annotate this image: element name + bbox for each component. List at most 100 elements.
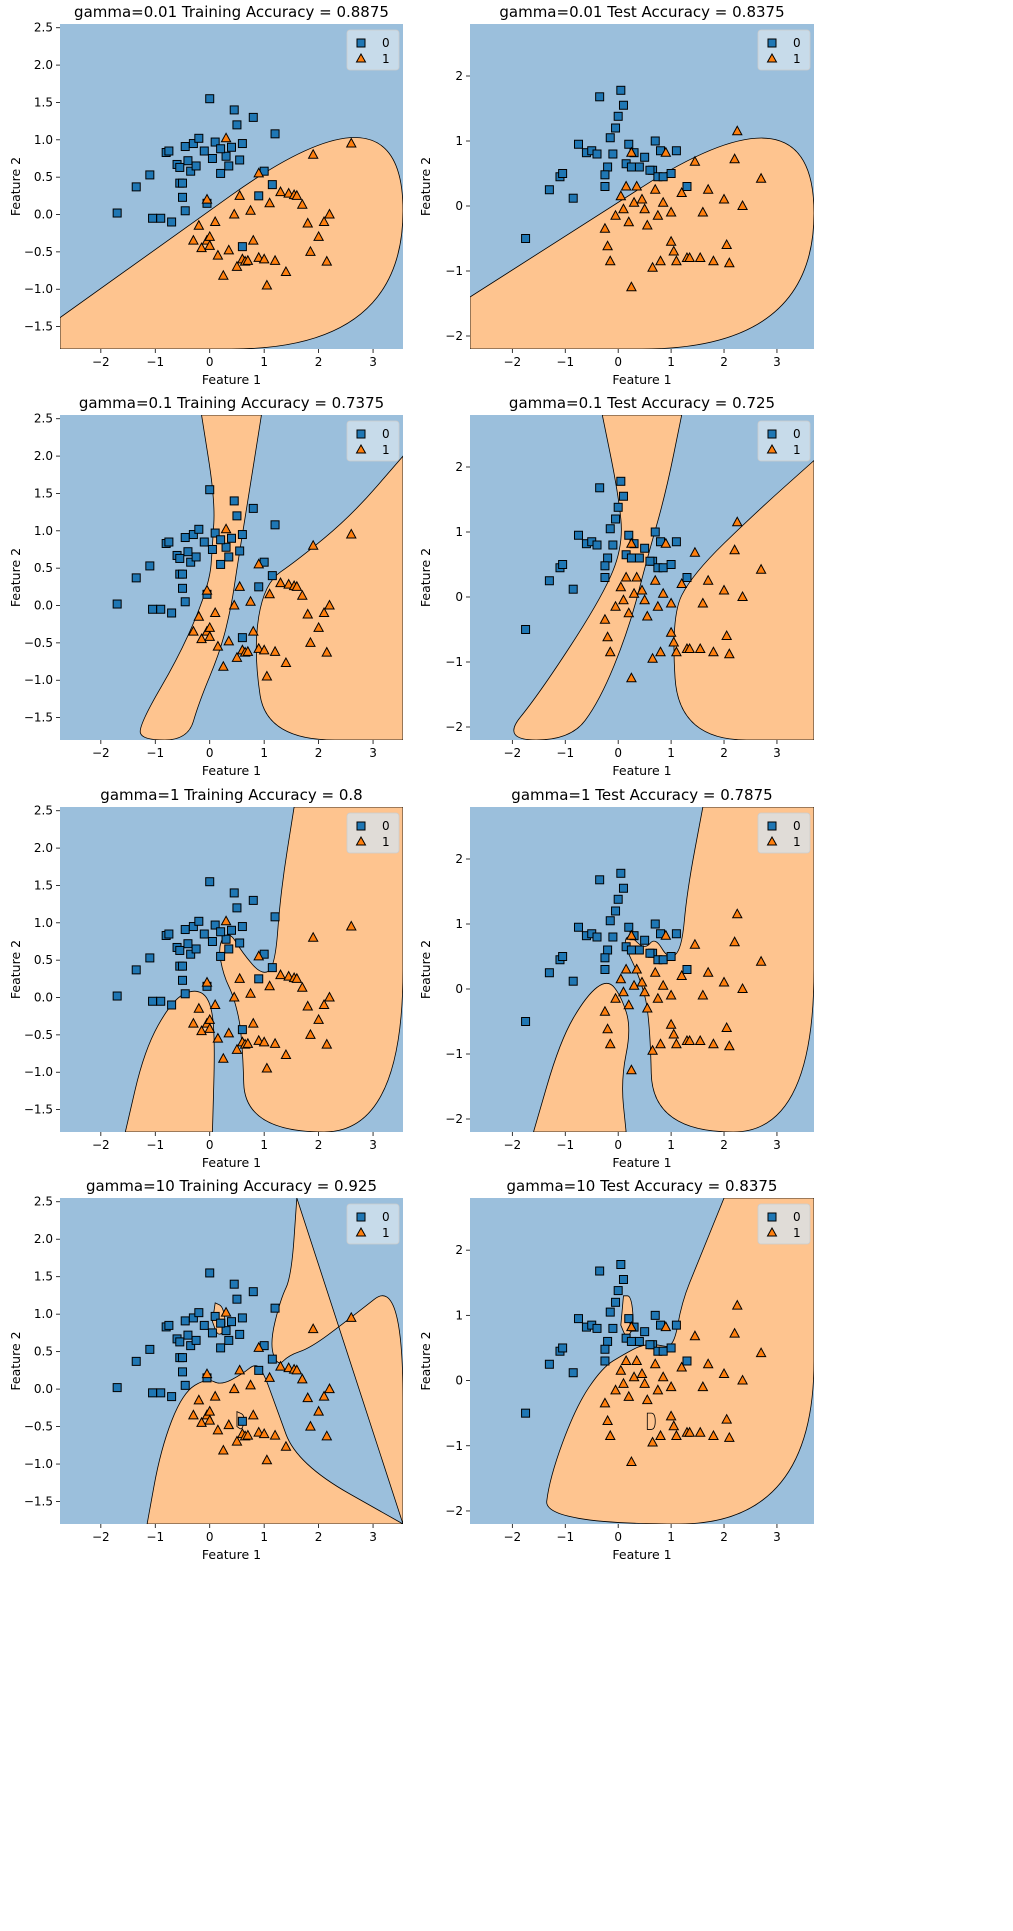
point-class-1 <box>228 991 240 1002</box>
point-class-1 <box>618 1377 629 1388</box>
legend: 01 <box>346 420 400 462</box>
x-tick-label: −1 <box>556 746 574 760</box>
point-class-0 <box>186 949 196 959</box>
point-class-1 <box>302 1000 314 1011</box>
point-class-1 <box>625 146 637 157</box>
point-class-1 <box>729 544 741 555</box>
point-class-0 <box>186 166 196 176</box>
point-class-1 <box>618 594 629 605</box>
point-class-0 <box>254 974 264 984</box>
x-axis-label: Feature 1 <box>202 763 261 778</box>
legend-box <box>757 1203 811 1245</box>
point-class-1 <box>296 589 308 600</box>
point-class-1 <box>217 269 229 280</box>
point-class-1 <box>234 1364 246 1375</box>
y-tick-label: 0.5 <box>34 170 53 184</box>
point-class-1 <box>264 1371 276 1382</box>
point-class-1 <box>708 1429 719 1440</box>
point-class-1 <box>228 599 240 610</box>
point-class-1 <box>253 1341 265 1352</box>
point-class-0 <box>156 213 166 223</box>
y-tick-label: 1.5 <box>34 1270 53 1284</box>
point-class-0 <box>671 929 681 939</box>
legend-label-0: 0 <box>793 1210 801 1224</box>
point-class-1 <box>223 1027 235 1038</box>
chart-panel-1: −2 −1 0 1 2 3 −1.5 −1.0 −0.5 0.0 0.5 1.0 1.5 2.0 2.5 ga… <box>5 0 418 393</box>
point-class-0 <box>626 162 636 172</box>
y-tick-label: −0.5 <box>24 1420 53 1434</box>
point-class-0 <box>216 1343 226 1353</box>
point-class-1 <box>620 1354 632 1365</box>
point-class-0 <box>210 137 220 147</box>
point-class-1 <box>318 215 330 226</box>
data-points <box>112 1268 357 1465</box>
y-tick-label: 1 <box>455 525 463 539</box>
y-tick-label: 2.0 <box>34 449 53 463</box>
point-class-0 <box>666 952 676 961</box>
point-class-1 <box>223 1419 235 1430</box>
legend-label-1: 1 <box>382 1226 390 1240</box>
point-class-0 <box>232 511 242 521</box>
point-class-0 <box>666 560 676 569</box>
point-class-0 <box>573 922 583 932</box>
point-class-1 <box>623 999 635 1010</box>
point-class-1 <box>755 172 767 183</box>
point-class-1 <box>729 936 741 947</box>
y-tick-label: 1 <box>455 917 463 931</box>
legend: 01 <box>757 1203 811 1245</box>
chart-panel-2: −2 −1 0 1 2 3 −2 −1 0 1 2 gamma=0.01 Test Accuracy … <box>415 0 829 393</box>
legend-label-1: 1 <box>793 1226 801 1240</box>
point-class-1 <box>620 963 632 974</box>
point-class-0 <box>634 553 644 563</box>
point-class-1 <box>305 636 316 647</box>
point-class-0 <box>624 922 634 932</box>
point-class-0 <box>270 520 280 530</box>
point-class-1 <box>217 660 229 671</box>
point-class-0 <box>216 927 226 937</box>
point-class-1 <box>196 1025 207 1036</box>
point-class-0 <box>568 193 578 203</box>
point-class-1 <box>697 1381 709 1392</box>
chart-panel-7: −2 −1 0 1 2 3 −1.5 −1.0 −0.5 0.0 0.5 1.0 1.5 2.0 2.5 ga… <box>5 1173 418 1568</box>
point-class-1 <box>599 1005 611 1016</box>
point-class-1 <box>689 546 701 557</box>
y-tick-label: 0 <box>455 590 463 604</box>
point-class-1 <box>665 1410 677 1421</box>
decision-region-class-1 <box>533 982 630 1132</box>
legend-label-0: 0 <box>382 427 390 441</box>
point-class-0 <box>145 561 155 571</box>
data-points <box>112 877 357 1073</box>
decision-region-class-1 <box>546 1198 814 1524</box>
point-class-0 <box>186 1341 196 1351</box>
point-class-1 <box>201 1368 213 1379</box>
legend-marker-0 <box>767 821 777 831</box>
x-tick-label: −2 <box>503 746 521 760</box>
x-tick-label: 2 <box>315 746 323 760</box>
point-class-0 <box>248 503 258 513</box>
point-class-1 <box>684 251 696 262</box>
point-class-1 <box>193 1394 205 1405</box>
x-tick-label: 2 <box>720 355 728 369</box>
legend-label-0: 0 <box>382 1210 390 1224</box>
point-class-1 <box>718 976 730 987</box>
x-tick-label: 0 <box>206 746 214 760</box>
x-tick-label: 0 <box>614 746 622 760</box>
point-class-1 <box>657 196 669 207</box>
point-class-0 <box>227 1317 236 1327</box>
point-class-1 <box>628 587 640 598</box>
point-class-1 <box>193 1002 205 1013</box>
point-class-0 <box>248 112 258 122</box>
point-class-1 <box>187 234 199 245</box>
point-class-1 <box>670 1429 682 1440</box>
y-tick-label: 2.0 <box>34 58 53 72</box>
decision-regions <box>470 137 814 349</box>
point-class-0 <box>600 1356 610 1366</box>
decision-regions <box>533 807 814 1132</box>
point-class-0 <box>183 156 193 166</box>
point-class-0 <box>671 1320 681 1330</box>
point-class-1 <box>721 238 733 249</box>
chart-title: gamma=1 Training Accuracy = 0.8 <box>100 786 362 804</box>
point-class-1 <box>625 1456 637 1467</box>
y-tick-label: 1.0 <box>34 133 53 147</box>
point-class-0 <box>148 604 158 614</box>
